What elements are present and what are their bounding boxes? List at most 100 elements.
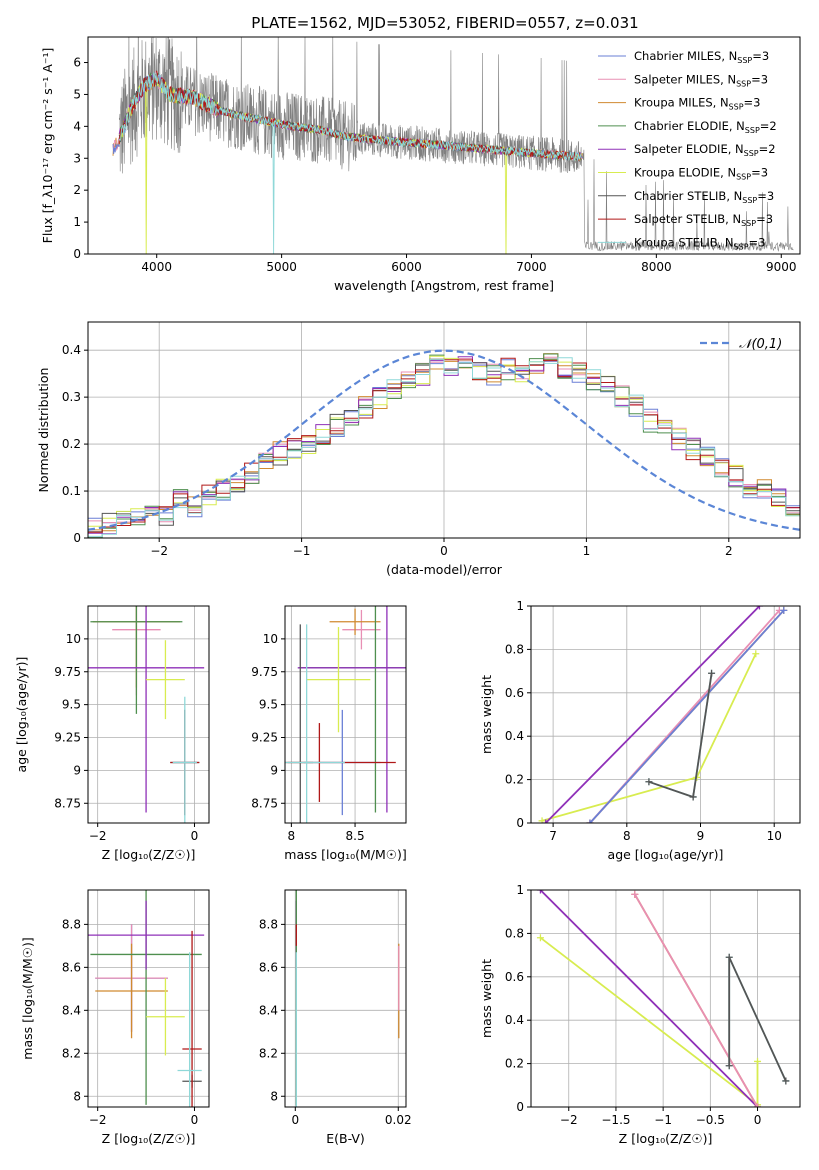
x-tick-label-4: 2 (725, 544, 733, 558)
y-tick-label-2: 0.4 (505, 729, 524, 743)
y-tick-label-5: 10 (66, 632, 81, 646)
y-tick-label-5: 1 (516, 599, 524, 613)
x-tick-label-0: −2 (89, 1113, 107, 1127)
y-tick-label-1: 0.2 (505, 1057, 524, 1071)
x-axis-label: mass [log₁₀(M/M☉)] (284, 847, 406, 862)
y-tick-label-0: 8 (73, 1089, 81, 1103)
y-tick-label-1: 8.2 (62, 1046, 81, 1060)
residuals-histogram: −2 −1 0 1 2 0 0.1 0.2 0.3 0.4 (data-model)/error No… (36, 321, 801, 577)
x-tick-label-0: −2 (89, 829, 107, 843)
x-tick-label-1: 8 (623, 829, 631, 843)
series-point-chabrier-stelib (645, 778, 653, 786)
series-point-kroupa-elodie (538, 817, 546, 823)
y-tick-label-0: 0 (516, 816, 524, 830)
x-axis-label: Z [log₁₀(Z/Z☉)] (102, 847, 196, 862)
x-tick-label-1: −1.5 (601, 1113, 630, 1127)
model-spectrum-chabrier-stelib (118, 72, 582, 161)
legend-label-0: Chabrier MILES, NSSP=3 (634, 49, 769, 65)
legend-label-1: Salpeter MILES, NSSP=3 (634, 72, 768, 88)
x-axis-label: (data-model)/error (386, 562, 503, 577)
series-line-kroupa-elodie (539, 936, 759, 1107)
legend-label-7: Salpeter STELIB, NSSP=3 (634, 212, 773, 228)
mass-vs-metallicity-plot: −2 0 8 8.2 8.4 8.6 8.8 Z [log₁₀(Z/Z☉)] mass [log… (20, 889, 210, 1146)
y-tick-label-0: 8 (270, 1089, 278, 1103)
series-point-salpeter-miles (631, 890, 639, 898)
y-tick-label-5: 5 (73, 87, 81, 101)
y-tick-label-4: 0.8 (505, 642, 524, 656)
series-point-chabrier-miles (586, 819, 594, 823)
model-spectrum-kroupa-elodie (118, 73, 582, 254)
legend-label-2: Kroupa MILES, NSSP=3 (634, 96, 760, 112)
series-line-salpeter-elodie (545, 606, 761, 823)
series-line-chabrier-miles (589, 609, 785, 823)
y-tick-label-0: 0 (73, 247, 81, 261)
legend-label-3: Chabrier ELODIE, NSSP=2 (634, 119, 777, 135)
y-tick-label-1: 8.2 (259, 1046, 278, 1060)
axes-frame (530, 605, 801, 824)
series-point-chabrier-stelib (725, 1062, 733, 1070)
y-tick-label-4: 9.75 (251, 665, 278, 679)
axes-frame (284, 605, 407, 824)
histogram-kroupa-elodie (88, 355, 800, 527)
x-tick-label-0: 0 (291, 1113, 299, 1127)
y-tick-label-4: 8.8 (259, 917, 278, 931)
y-tick-label-0: 8.75 (251, 796, 278, 810)
y-tick-label-3: 9.5 (259, 698, 278, 712)
series-point-chabrier-stelib (782, 1077, 790, 1085)
x-tick-label-1: 8.5 (346, 829, 365, 843)
series-point-kroupa-elodie (754, 1057, 762, 1065)
axes-frame (87, 889, 210, 1108)
y-tick-label-1: 0.1 (62, 484, 81, 498)
y-tick-label-3: 3 (73, 151, 81, 165)
y-tick-label-4: 4 (73, 119, 81, 133)
y-tick-label-3: 9.5 (62, 698, 81, 712)
y-tick-label-4: 0.8 (505, 926, 524, 940)
plot-area (88, 349, 800, 538)
y-tick-label-1: 0.2 (505, 773, 524, 787)
y-tick-label-4: 8.8 (62, 917, 81, 931)
y-axis-label: mass [log₁₀(M/M☉)] (20, 937, 35, 1059)
x-tick-label-2: −1 (654, 1113, 672, 1127)
y-tick-label-3: 8.6 (259, 960, 278, 974)
series-point-kroupa-elodie (536, 934, 544, 942)
x-tick-label-2: 6000 (391, 260, 422, 274)
legend-label-6: Chabrier STELIB, NSSP=3 (634, 189, 774, 205)
plot-area (112, 37, 794, 254)
y-tick-label-4: 9.75 (54, 665, 81, 679)
x-tick-label-0: 8 (288, 829, 296, 843)
series-point-salpeter-miles (754, 1103, 762, 1107)
y-tick-label-3: 0.3 (62, 390, 81, 404)
x-tick-label-4: 0 (754, 1113, 762, 1127)
plot-area (538, 606, 788, 823)
y-tick-label-2: 0.4 (505, 1013, 524, 1027)
y-tick-label-3: 0.6 (505, 686, 524, 700)
normal-distribution-curve (88, 349, 800, 531)
figure-title: PLATE=1562, MJD=53052, FIBERID=0557, z=0… (251, 14, 638, 32)
axes-frame (284, 889, 407, 1108)
plot-area (285, 606, 406, 823)
x-tick-label-1: 5000 (266, 260, 297, 274)
mass-vs-ebv-plot: 0 0.02 8 8.2 8.4 8.6 8.8 E(B-V) (259, 889, 412, 1146)
age-vs-metallicity-plot: −2 0 8.75 9 9.25 9.5 9.75 10 Z [log₁₀(Z/Z☉)] age … (14, 605, 210, 862)
x-tick-label-1: 0 (191, 829, 199, 843)
y-tick-label-2: 2 (73, 183, 81, 197)
x-tick-label-5: 9000 (766, 260, 797, 274)
spectrum-plot: 4000 5000 6000 7000 8000 9000 0 1 2 3 4 5 6 wavelengt… (40, 36, 801, 293)
y-tick-label-1: 1 (73, 215, 81, 229)
y-axis-label: Flux [f_λ10⁻¹⁷ erg cm⁻² s⁻¹ A⁻¹] (40, 48, 55, 244)
y-tick-label-4: 0.4 (62, 343, 81, 357)
series-point-chabrier-miles (780, 606, 788, 614)
x-tick-label-2: 0 (440, 544, 448, 558)
y-tick-label-1: 9 (73, 763, 81, 777)
legend-label-5: Kroupa ELODIE, NSSP=3 (634, 166, 768, 182)
series-line-chabrier-stelib (648, 673, 713, 799)
y-tick-label-6: 6 (73, 56, 81, 70)
series-line-salpeter-miles (634, 893, 759, 1107)
y-tick-label-2: 9.25 (251, 731, 278, 745)
x-tick-label-3: 1 (583, 544, 591, 558)
y-axis-label: Normed distribution (36, 368, 51, 493)
plot-area (295, 890, 400, 1107)
series-line-kroupa-elodie (541, 653, 757, 822)
y-tick-label-2: 9.25 (54, 731, 81, 745)
y-tick-label-5: 1 (516, 883, 524, 897)
